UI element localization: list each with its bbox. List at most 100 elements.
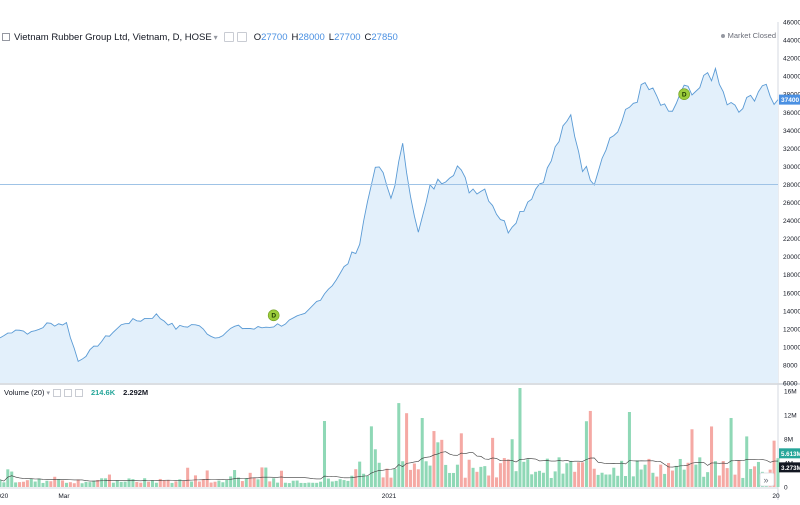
volume-ma-line — [0, 451, 779, 482]
volume-bar — [64, 482, 68, 487]
chevron-down-icon[interactable]: ▾ — [46, 389, 50, 397]
volume-bar — [268, 481, 272, 487]
volume-bar — [475, 471, 479, 487]
low-label: L — [328, 31, 335, 43]
price-tick-label: 46000 — [783, 20, 800, 27]
price-tick-label: 10000 — [783, 344, 800, 351]
volume-bar — [186, 467, 190, 487]
volume-bar — [295, 480, 299, 487]
double-chevron-right-icon[interactable]: » — [764, 475, 769, 485]
volume-bar — [729, 418, 733, 487]
volume-bar — [307, 482, 311, 487]
volume-bar — [459, 433, 463, 487]
volume-bar — [733, 474, 737, 487]
settings-icon[interactable] — [63, 388, 72, 397]
volume-bar — [166, 480, 170, 487]
dividend-marker[interactable] — [678, 88, 690, 100]
volume-bar — [272, 478, 276, 487]
volume-ma-badge[interactable] — [779, 462, 800, 473]
chevron-down-icon[interactable]: ▾ — [213, 32, 218, 42]
volume-bar — [596, 474, 600, 487]
volume-bar — [115, 480, 119, 487]
volume-bar — [41, 482, 45, 487]
volume-bar — [776, 458, 780, 487]
volume-bar — [104, 478, 108, 487]
high-value: 28000 — [298, 31, 325, 43]
volume-bar — [518, 388, 522, 487]
volume-bar — [229, 476, 233, 487]
volume-bar — [655, 476, 659, 487]
dividend-marker[interactable] — [267, 309, 280, 322]
scroll-to-realtime-button[interactable] — [759, 472, 775, 487]
volume-bar — [706, 472, 710, 487]
volume-bar — [471, 467, 475, 487]
close-icon[interactable] — [236, 32, 247, 42]
price-tick-label: 20000 — [783, 254, 800, 261]
volume-bar — [745, 436, 749, 487]
time-axis[interactable]: 2020 Mar 2021 20 — [0, 493, 780, 500]
volume-bar — [53, 476, 57, 487]
volume-bar — [276, 482, 280, 487]
volume-bar — [178, 479, 182, 487]
volume-bar — [416, 469, 420, 487]
volume-bar — [612, 467, 616, 487]
volume-bar — [25, 480, 29, 487]
volume-bar — [68, 482, 72, 487]
volume-bar — [526, 459, 530, 487]
volume-bar — [57, 479, 61, 487]
dividend-markers[interactable]: DD — [267, 88, 690, 322]
volume-bar — [502, 458, 506, 487]
volume-bar — [510, 439, 514, 487]
volume-bar — [279, 470, 283, 487]
chart-symbol-icon[interactable] — [2, 33, 10, 41]
volume-bar — [577, 462, 581, 487]
volume-bar — [29, 478, 33, 487]
high-label: H — [291, 31, 299, 43]
volume-bar — [549, 477, 553, 487]
price-axis[interactable]: 4600044000420004000038000360003400032000… — [779, 20, 800, 388]
volume-bar — [432, 431, 436, 487]
volume-bar — [362, 473, 366, 487]
volume-bar — [354, 469, 358, 487]
volume-bar — [444, 464, 448, 487]
price-tick-label: 18000 — [783, 272, 800, 279]
time-tick-label: 2020 — [0, 493, 9, 500]
price-tick-label: 34000 — [783, 128, 800, 135]
volume-bar — [710, 426, 714, 487]
volume-tick-label: 16M — [784, 389, 797, 396]
price-line — [0, 66, 779, 363]
volume-bar — [569, 460, 573, 487]
volume-bar — [756, 461, 760, 487]
volume-last-badge[interactable] — [779, 448, 800, 459]
close-icon[interactable] — [74, 388, 83, 397]
open-label: O — [253, 31, 262, 43]
eye-icon[interactable] — [52, 388, 61, 397]
price-tick-label: 14000 — [783, 308, 800, 315]
time-tick-label: Mar — [58, 493, 70, 500]
last-price-badge[interactable] — [779, 94, 800, 105]
close-value: 27850 — [371, 31, 398, 43]
volume-label[interactable]: Volume (20) — [4, 388, 45, 397]
price-tick-label: 16000 — [783, 290, 800, 297]
volume-bar — [330, 481, 334, 487]
volume-bar — [455, 464, 459, 487]
volume-bar — [385, 468, 389, 487]
volume-bar — [373, 449, 377, 487]
price-tick-label: 42000 — [783, 56, 800, 63]
volume-bar — [635, 460, 639, 487]
volume-bar — [467, 459, 471, 487]
volume-bar — [522, 461, 526, 487]
volume-ma-value: 2.292M — [123, 388, 149, 397]
volume-bar — [647, 458, 651, 487]
volume-bar — [18, 482, 22, 487]
symbol-title[interactable]: Vietnam Rubber Group Ltd, Vietnam, D, HO… — [14, 31, 212, 43]
volume-bar — [6, 469, 10, 487]
volume-bar — [150, 480, 154, 487]
last-price-label: 37400 — [781, 97, 799, 104]
settings-icon[interactable] — [223, 32, 234, 42]
volume-bar — [702, 476, 706, 487]
volume-bar — [694, 464, 698, 487]
